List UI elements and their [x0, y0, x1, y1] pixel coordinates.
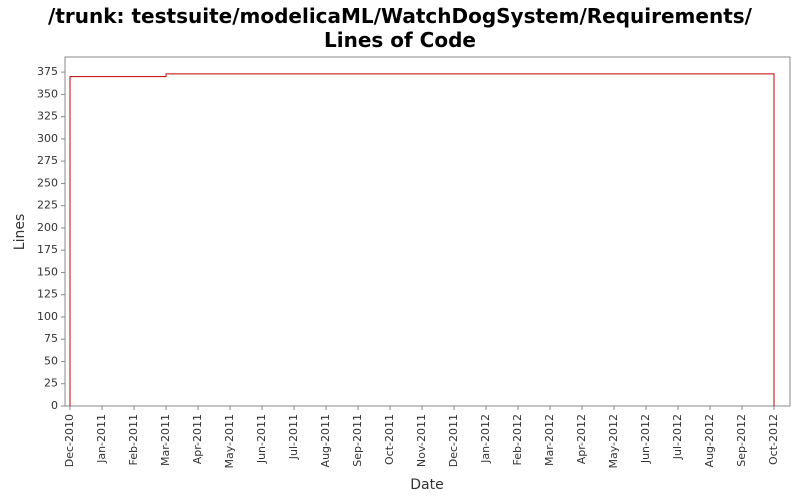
x-tick-label: Oct-2012 — [767, 414, 780, 465]
x-tick-label: Mar-2012 — [543, 414, 556, 466]
x-tick-label: Jun-2011 — [255, 414, 268, 464]
x-tick-label: Dec-2010 — [63, 414, 76, 467]
x-tick-label: Feb-2012 — [511, 414, 524, 465]
x-tick-label: Jan-2012 — [479, 414, 492, 464]
x-tick-label: Aug-2012 — [703, 414, 716, 467]
x-tick-label: Feb-2011 — [127, 414, 140, 465]
y-tick-label: 350 — [37, 87, 58, 100]
x-axis-title: Date — [410, 477, 443, 493]
y-tick-label: 300 — [37, 132, 58, 145]
y-tick-label: 175 — [37, 243, 58, 256]
x-tick-label: Dec-2011 — [447, 414, 460, 467]
x-tick-label: May-2012 — [607, 414, 620, 469]
x-tick-label: Sep-2011 — [351, 414, 364, 467]
x-tick-label: Jan-2011 — [95, 414, 108, 464]
y-tick-label: 325 — [37, 110, 58, 123]
y-tick-label: 250 — [37, 176, 58, 189]
x-tick-label: Apr-2011 — [191, 414, 204, 464]
y-tick-label: 200 — [37, 221, 58, 234]
x-tick-label: Oct-2011 — [383, 414, 396, 465]
y-tick-label: 125 — [37, 288, 58, 301]
y-tick-label: 50 — [44, 354, 58, 367]
x-tick-label: Jul-2012 — [671, 414, 684, 460]
y-tick-label: 375 — [37, 65, 58, 78]
chart-title: /trunk: testsuite/modelicaML/WatchDogSys… — [48, 4, 752, 52]
plot-area — [64, 56, 791, 407]
line-series — [69, 73, 775, 406]
y-tick-label: 0 — [51, 399, 58, 412]
x-tick-label: Apr-2012 — [575, 414, 588, 464]
x-tick-label: Jul-2011 — [287, 414, 300, 460]
x-tick-label: Mar-2011 — [159, 414, 172, 466]
y-tick-label: 150 — [37, 265, 58, 278]
y-tick-label: 275 — [37, 154, 58, 167]
y-tick-label: 100 — [37, 310, 58, 323]
x-tick-label: Sep-2012 — [735, 414, 748, 467]
x-tick-label: Jun-2012 — [639, 414, 652, 464]
x-tick-label: Aug-2011 — [319, 414, 332, 467]
y-tick-label: 225 — [37, 199, 58, 212]
y-tick-label: 25 — [44, 377, 58, 390]
x-tick-label: May-2011 — [223, 414, 236, 469]
x-tick-label: Nov-2011 — [415, 414, 428, 467]
y-axis-title: Lines — [12, 214, 28, 250]
y-tick-label: 75 — [44, 332, 58, 345]
